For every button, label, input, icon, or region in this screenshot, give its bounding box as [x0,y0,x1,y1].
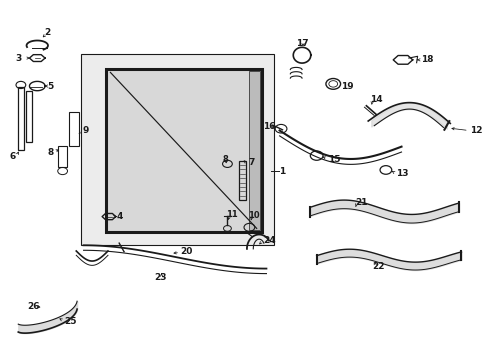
Text: 21: 21 [355,198,367,207]
Text: 24: 24 [263,236,275,245]
Text: 19: 19 [340,82,353,91]
Text: 7: 7 [248,158,254,167]
Text: 18: 18 [420,55,433,64]
Text: 12: 12 [469,126,481,135]
Text: 3: 3 [15,54,21,63]
Text: 17: 17 [295,39,308,48]
Text: 13: 13 [395,169,407,178]
Text: 5: 5 [47,82,53,91]
Bar [238,161,245,200]
Bar [69,112,79,146]
Bar [58,146,67,167]
Bar [26,91,32,142]
Text: 23: 23 [154,273,166,282]
Bar [18,87,24,149]
Text: 8: 8 [48,148,54,157]
Text: 9: 9 [82,126,89,135]
Text: 4: 4 [117,212,123,221]
Text: 15: 15 [328,155,340,164]
Bar [249,71,260,230]
Text: 8: 8 [222,155,228,164]
Text: 14: 14 [369,95,382,104]
Text: 16: 16 [263,122,275,131]
Text: 11: 11 [225,210,237,219]
FancyBboxPatch shape [81,54,273,244]
Text: 2: 2 [44,28,51,37]
Text: 22: 22 [371,262,384,271]
Text: 20: 20 [180,247,192,256]
Text: 26: 26 [27,302,40,311]
Text: 25: 25 [64,317,77,326]
Text: 10: 10 [248,211,260,220]
Text: 1: 1 [278,167,285,176]
Text: 6: 6 [9,152,16,161]
Bar [105,69,261,232]
